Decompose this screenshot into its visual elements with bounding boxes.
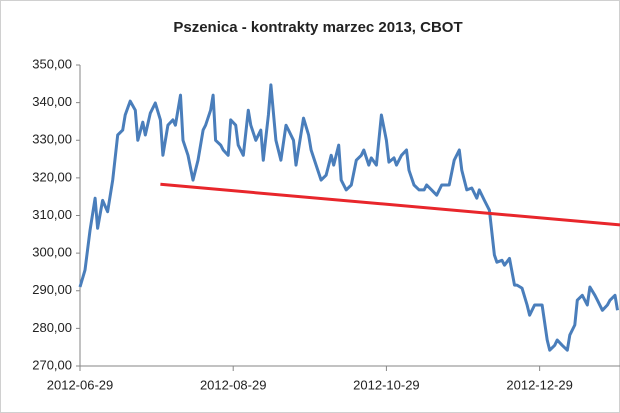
y-tick-label: 340,00 xyxy=(32,94,72,109)
y-tick-label: 310,00 xyxy=(32,207,72,222)
y-tick-label: 270,00 xyxy=(32,357,72,372)
y-tick-label: 280,00 xyxy=(32,320,72,335)
y-tick-label: 290,00 xyxy=(32,282,72,297)
y-tick-label: 320,00 xyxy=(32,169,72,184)
y-tick-label: 300,00 xyxy=(32,245,72,260)
x-tick-label: 2012-12-29 xyxy=(506,377,573,392)
data-line xyxy=(160,182,620,227)
x-tick-label: 2012-06-29 xyxy=(47,377,114,392)
x-tick-label: 2012-10-29 xyxy=(353,377,420,392)
chart-title: Pszenica - kontrakty marzec 2013, CBOT xyxy=(173,19,462,36)
x-tick-label: 2012-08-29 xyxy=(200,377,267,392)
y-tick-label: 350,00 xyxy=(32,56,72,71)
y-tick-label: 330,00 xyxy=(32,132,72,147)
data-line xyxy=(78,83,619,352)
